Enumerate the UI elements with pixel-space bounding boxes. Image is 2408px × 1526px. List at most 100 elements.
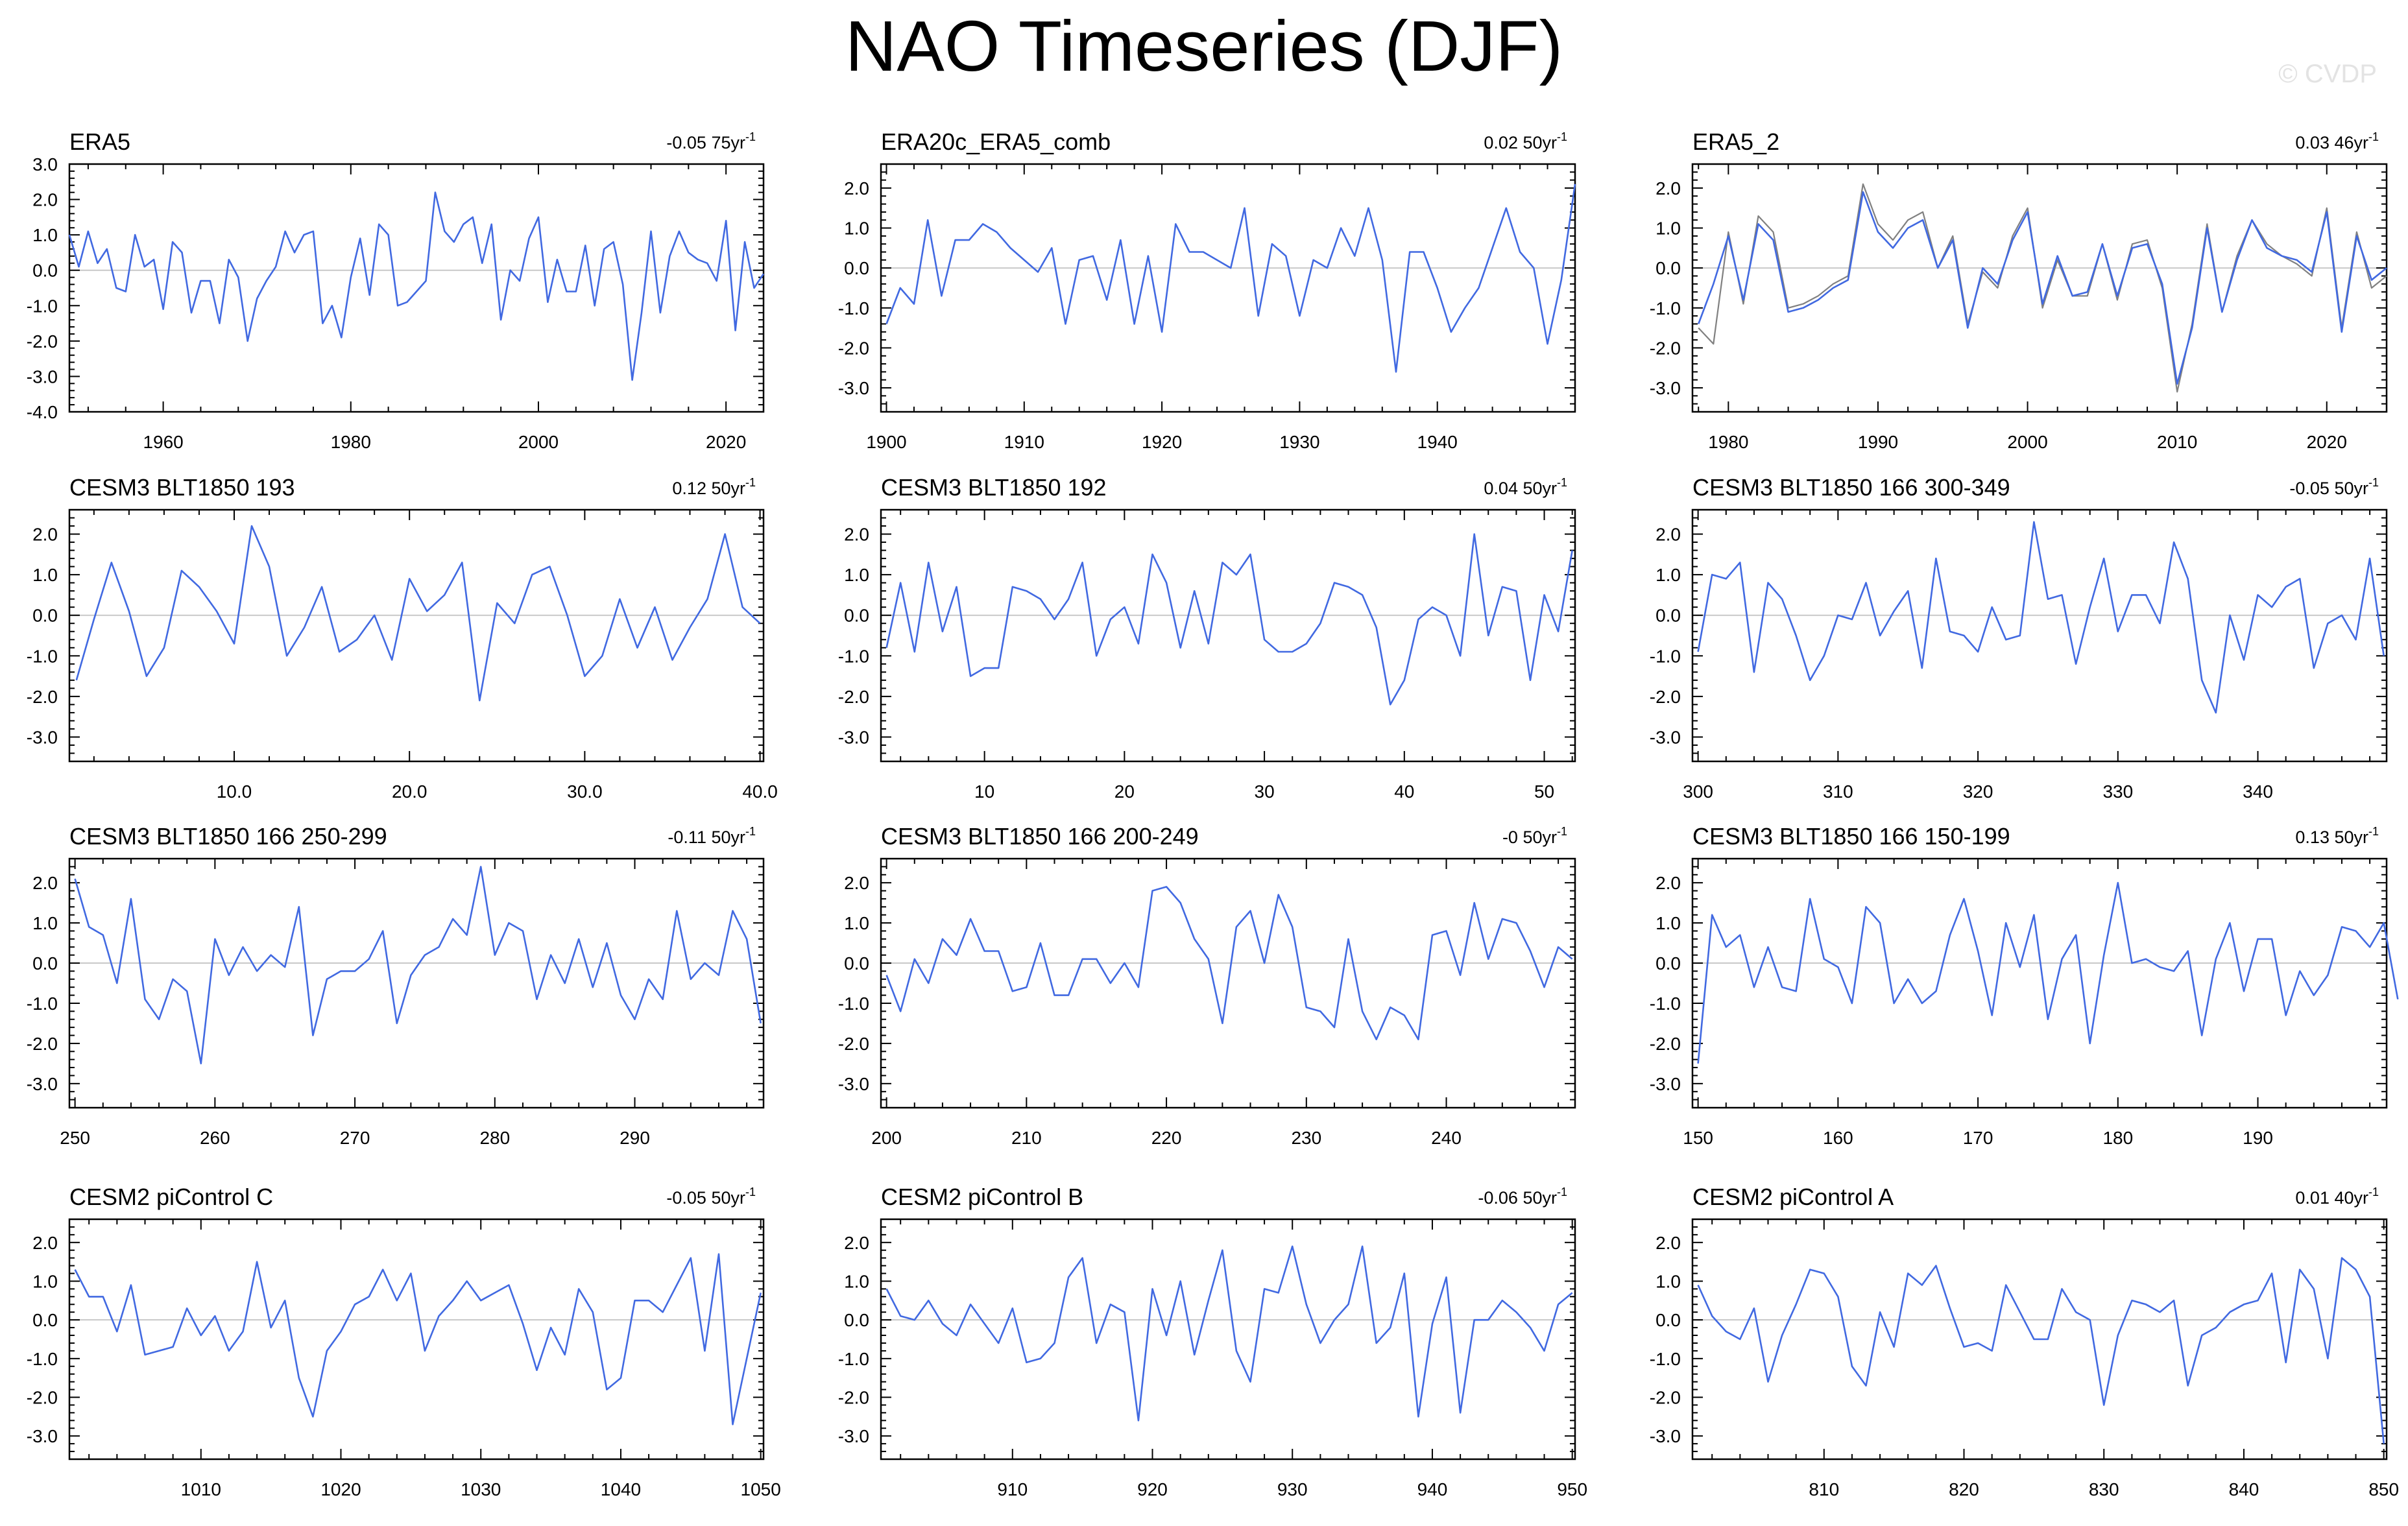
chart-panel: CESM3 BLT1850 166 250-299 -0.11 50yr-1 -3.… xyxy=(27,823,765,1148)
panel-trend-exponent: -1 xyxy=(745,476,756,489)
y-tick-label: -3.0 xyxy=(27,366,58,387)
y-tick-label: -2.0 xyxy=(1650,338,1681,358)
y-tick-label: 1.0 xyxy=(844,913,869,933)
y-tick-label: -2.0 xyxy=(1650,687,1681,707)
x-tick-label: 1030 xyxy=(461,1479,501,1499)
x-tick-label: 40.0 xyxy=(742,781,778,802)
x-tick-label: 1980 xyxy=(1708,432,1748,452)
y-tick-label: -1.0 xyxy=(1650,994,1681,1014)
series-line xyxy=(885,184,1576,373)
y-tick-label: -2.0 xyxy=(838,687,869,707)
series-line xyxy=(885,533,1573,706)
series-line xyxy=(885,1245,1573,1422)
y-tick-label: -2.0 xyxy=(27,1388,58,1408)
panel-title: CESM3 BLT1850 193 xyxy=(69,474,295,501)
x-tick-label: 230 xyxy=(1291,1128,1321,1148)
y-tick-label: 0.0 xyxy=(844,258,869,278)
y-tick-label: -1.0 xyxy=(27,994,58,1014)
plot-frame xyxy=(1691,857,2388,1109)
x-tick-label: 10.0 xyxy=(217,781,252,802)
y-tick-label: 2.0 xyxy=(844,1233,869,1253)
y-tick-label: -3.0 xyxy=(838,1426,869,1446)
panel-title: CESM2 piControl B xyxy=(881,1184,1083,1210)
panel-trend: -0.11 50yr-1 xyxy=(668,825,756,847)
x-tick-label: 820 xyxy=(1949,1479,1979,1499)
y-tick-label: -1.0 xyxy=(838,994,869,1014)
x-tick-label: 910 xyxy=(997,1479,1028,1499)
chart-panel: CESM3 BLT1850 166 200-249 -0 50yr-1 -3.0 -2… xyxy=(838,823,1576,1148)
y-tick-label: 1.0 xyxy=(844,565,869,585)
x-tick-label: 1920 xyxy=(1142,432,1182,452)
x-tick-label: 950 xyxy=(1557,1479,1587,1499)
x-tick-label: 930 xyxy=(1277,1479,1308,1499)
x-tick-label: 1980 xyxy=(331,432,371,452)
y-tick-label: -3.0 xyxy=(27,727,58,747)
panel-trend-exponent: -1 xyxy=(745,1186,756,1198)
plot-frame xyxy=(880,163,1576,413)
panel-trend-exponent: -1 xyxy=(1557,476,1567,489)
y-tick-label: 1.0 xyxy=(32,913,58,933)
y-tick-label: 2.0 xyxy=(1655,178,1681,198)
x-tick-label: 850 xyxy=(2368,1479,2399,1499)
y-tick-label: -1.0 xyxy=(27,296,58,316)
x-tick-label: 2000 xyxy=(518,432,559,452)
x-tick-label: 150 xyxy=(1683,1128,1713,1148)
chart-panel: CESM3 BLT1850 166 150-199 0.13 50yr-1 -3.0… xyxy=(1650,823,2399,1148)
x-tick-label: 270 xyxy=(340,1128,370,1148)
y-tick-label: -1.0 xyxy=(1650,646,1681,666)
plot-frame xyxy=(1691,508,2388,763)
y-tick-label: 2.0 xyxy=(32,873,58,893)
y-tick-label: -3.0 xyxy=(27,1426,58,1446)
y-tick-label: -1.0 xyxy=(1650,1349,1681,1369)
series-line xyxy=(74,1253,762,1425)
x-tick-label: 840 xyxy=(2229,1479,2259,1499)
panel-trend: -0.05 75yr-1 xyxy=(666,130,756,152)
x-tick-label: 260 xyxy=(200,1128,230,1148)
x-tick-label: 830 xyxy=(2089,1479,2119,1499)
x-tick-label: 200 xyxy=(871,1128,902,1148)
panel-title: ERA5 xyxy=(69,128,130,155)
y-tick-label: 2.0 xyxy=(844,178,869,198)
x-tick-label: 30.0 xyxy=(567,781,603,802)
y-tick-label: -1.0 xyxy=(27,646,58,666)
y-tick-label: 0.0 xyxy=(1655,606,1681,626)
plot-frame xyxy=(1691,1218,2388,1460)
y-tick-label: -1.0 xyxy=(838,1349,869,1369)
series-line xyxy=(1697,191,2387,385)
plot-frame xyxy=(68,163,765,413)
x-tick-label: 1940 xyxy=(1417,432,1458,452)
x-tick-label: 320 xyxy=(1963,781,1993,802)
y-tick-label: -2.0 xyxy=(838,1388,869,1408)
panel-title: ERA5_2 xyxy=(1692,128,1779,155)
panel-title: CESM3 BLT1850 166 200-249 xyxy=(881,823,1199,850)
x-tick-label: 2010 xyxy=(2157,432,2197,452)
series-line xyxy=(1697,521,2385,714)
x-tick-label: 940 xyxy=(1417,1479,1448,1499)
y-tick-label: 2.0 xyxy=(32,1233,58,1253)
y-tick-label: -3.0 xyxy=(838,378,869,398)
panel-title: CESM3 BLT1850 166 300-349 xyxy=(1692,474,2010,501)
y-tick-label: 1.0 xyxy=(1655,565,1681,585)
panel-trend: -0.06 50yr-1 xyxy=(1478,1186,1567,1208)
plot-frame xyxy=(68,508,765,763)
x-tick-label: 2020 xyxy=(2307,432,2347,452)
panel-trend: 0.03 46yr-1 xyxy=(2295,130,2379,152)
panel-trend-exponent: -1 xyxy=(2368,476,2379,489)
chart-panel: ERA20c_ERA5_comb 0.02 50yr-1 -3.0 -2.0 -1.0 0… xyxy=(838,128,1576,452)
y-tick-label: 1.0 xyxy=(844,219,869,239)
x-tick-label: 2020 xyxy=(706,432,746,452)
x-tick-label: 920 xyxy=(1137,1479,1168,1499)
x-tick-label: 1050 xyxy=(741,1479,781,1499)
y-tick-label: 2.0 xyxy=(844,525,869,545)
x-tick-label: 20 xyxy=(1114,781,1135,802)
y-tick-label: 1.0 xyxy=(32,225,58,245)
plot-frame xyxy=(68,857,765,1109)
series-line xyxy=(1697,881,2399,1064)
panel-trend-exponent: -1 xyxy=(2368,825,2379,838)
x-tick-label: 30 xyxy=(1255,781,1275,802)
y-tick-label: 0.0 xyxy=(1655,1310,1681,1330)
y-tick-label: 1.0 xyxy=(1655,1271,1681,1291)
y-tick-label: 0.0 xyxy=(32,606,58,626)
panel-trend: 0.01 40yr-1 xyxy=(2295,1186,2379,1208)
x-tick-label: 160 xyxy=(1823,1128,1853,1148)
